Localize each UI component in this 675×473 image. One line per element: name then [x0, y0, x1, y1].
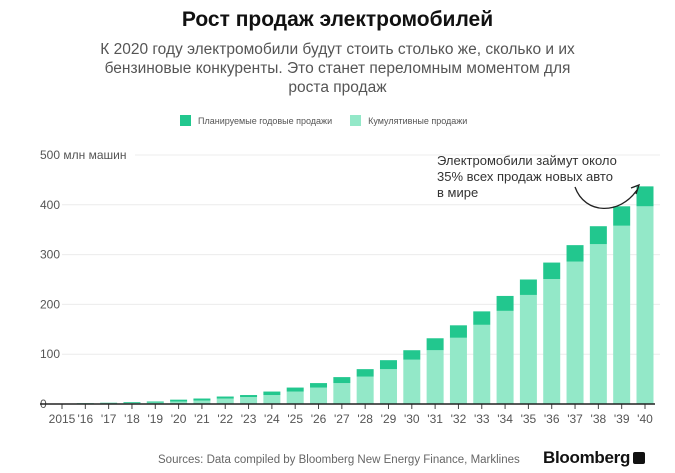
- bar-annual: [193, 398, 211, 401]
- bar-annual: [356, 369, 374, 377]
- x-tick-label: '40: [637, 412, 653, 426]
- bar-annual: [613, 206, 631, 226]
- bar-cumulative: [286, 391, 304, 404]
- x-tick-label: '39: [614, 412, 630, 426]
- x-tick-label: '25: [287, 412, 303, 426]
- x-tick-label: '34: [497, 412, 513, 426]
- bar-cumulative: [263, 395, 281, 404]
- bar-annual: [566, 245, 584, 262]
- bar-cumulative: [379, 369, 397, 404]
- x-tick-label: '33: [474, 412, 490, 426]
- chart-title: Рост продаж электромобилей: [181, 8, 494, 31]
- x-tick-label: '17: [101, 412, 117, 426]
- bar-cumulative: [519, 294, 537, 404]
- bar-annual: [170, 399, 188, 402]
- x-tick-label: '20: [171, 412, 187, 426]
- annotation-text: Электромобили займут около 35% всех прод…: [437, 153, 617, 200]
- y-tick-label: 400: [40, 198, 60, 212]
- bar-cumulative: [496, 310, 514, 404]
- logo-text: Bloomberg: [543, 448, 631, 467]
- bar-annual: [473, 311, 491, 325]
- bar-cumulative: [333, 383, 351, 404]
- bar-annual: [146, 401, 164, 403]
- annotation-arrow: [574, 186, 638, 210]
- x-tick-label: 2015: [49, 412, 76, 426]
- bar-annual: [123, 402, 141, 403]
- bar-annual: [216, 396, 234, 399]
- bar-annual: [310, 383, 328, 388]
- bloomberg-logo: Bloomberg: [543, 448, 646, 468]
- bar-cumulative: [216, 398, 234, 404]
- y-tick-label: 100: [40, 347, 60, 361]
- x-tick-label: '23: [241, 412, 257, 426]
- x-tick-label: '38: [591, 412, 607, 426]
- x-tick-label: '27: [334, 412, 350, 426]
- x-tick-label: '24: [264, 412, 280, 426]
- bar-annual: [403, 350, 421, 360]
- x-tick-label: '28: [357, 412, 373, 426]
- x-tick-label: '16: [77, 412, 93, 426]
- bar-cumulative: [589, 244, 607, 404]
- bar-annual: [496, 295, 514, 311]
- bar-cumulative: [356, 376, 374, 404]
- bar-annual: [519, 279, 537, 295]
- x-tick-label: '31: [427, 412, 443, 426]
- x-tick-label: '22: [217, 412, 233, 426]
- bar-cumulative: [240, 397, 258, 404]
- bar-annual: [286, 387, 304, 392]
- bar-cumulative: [613, 225, 631, 404]
- legend-label-annual: Планируемые годовые продажи: [198, 115, 333, 126]
- logo-mark-icon: [633, 452, 646, 464]
- legend: Планируемые годовые продажи Кумулятивные…: [180, 115, 485, 126]
- bar-cumulative: [449, 337, 467, 404]
- x-tick-label: '21: [194, 412, 210, 426]
- x-tick-label: '32: [451, 412, 467, 426]
- bar-annual: [543, 262, 561, 280]
- bar-annual: [449, 325, 467, 338]
- annotation-arrowhead: [630, 183, 641, 195]
- bar-cumulative: [310, 387, 328, 404]
- x-tick-label: '35: [521, 412, 537, 426]
- x-tick-label: '30: [404, 412, 420, 426]
- legend-item-annual: Планируемые годовые продажи: [180, 115, 332, 126]
- bar-cumulative: [170, 401, 188, 404]
- bar-annual: [426, 338, 444, 351]
- bar-cumulative: [543, 279, 561, 404]
- x-tick-label: '19: [147, 412, 163, 426]
- x-tick-label: '29: [381, 412, 397, 426]
- bar-cumulative: [636, 206, 654, 404]
- bar-annual: [379, 360, 397, 370]
- bar-cumulative: [566, 261, 584, 404]
- bar-cumulative: [193, 400, 211, 404]
- x-tick-label: '18: [124, 412, 140, 426]
- bar-annual: [240, 395, 258, 398]
- legend-item-cumulative: Кумулятивные продажи: [350, 115, 467, 126]
- y-tick-label: 300: [40, 248, 60, 262]
- legend-swatch-annual: [180, 115, 191, 126]
- bar-annual: [333, 377, 351, 384]
- bar-cumulative: [426, 350, 444, 404]
- bar-annual: [263, 391, 281, 396]
- y-tick-label: 200: [40, 297, 60, 311]
- bar-cumulative: [473, 324, 491, 404]
- y-tick-label: 500 млн машин: [40, 148, 126, 162]
- legend-label-cumulative: Кумулятивные продажи: [368, 115, 468, 126]
- bar-annual: [636, 186, 654, 207]
- x-tick-label: '37: [567, 412, 583, 426]
- x-tick-label: '36: [544, 412, 560, 426]
- bar-annual: [589, 226, 607, 245]
- x-tick-label: '26: [311, 412, 327, 426]
- chart-subtitle: К 2020 году электромобили будут стоить с…: [100, 41, 575, 96]
- bar-cumulative: [403, 359, 421, 404]
- source-note: Sources: Data compiled by Bloomberg New …: [158, 454, 520, 466]
- legend-swatch-cumulative: [350, 115, 362, 126]
